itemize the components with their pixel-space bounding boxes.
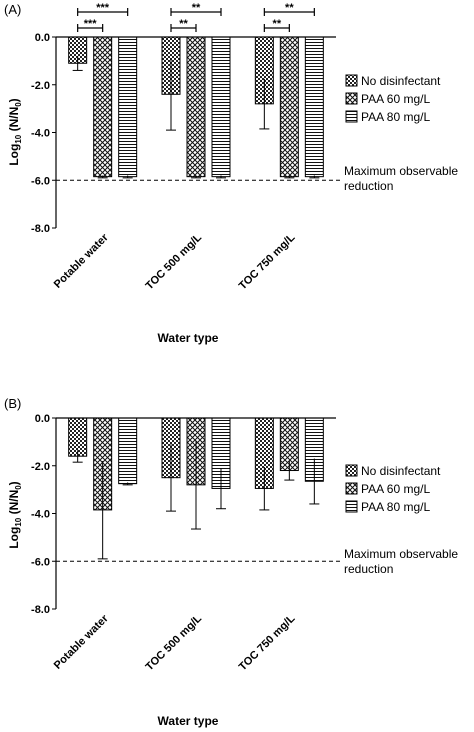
significance-label: ** (285, 2, 294, 14)
x-axis-label: Water type (158, 331, 219, 345)
legend-label: No disinfectant (361, 464, 441, 478)
x-tick-label: TOC 500 mg/L (143, 231, 204, 292)
reference-line-label: Maximum observable (344, 164, 458, 178)
bar-paa-80-mg-l-potable-water (118, 36, 138, 178)
bar-paa-80-mg-l-toc-750-mg-l (304, 36, 324, 178)
y-tick-label: -2.0 (31, 461, 50, 473)
panel-label: (A) (4, 2, 21, 17)
legend-label: No disinfectant (361, 74, 441, 88)
legend-swatch-no-disinfectant (345, 464, 358, 477)
legend: No disinfectant PAA 60 mg/L PAA 80 mg/L (345, 464, 441, 514)
bar-paa-60-mg-l-toc-750-mg-l (279, 36, 299, 178)
legend-label: PAA 60 mg/L (361, 482, 430, 496)
significance-label: ** (273, 18, 282, 30)
legend-label: PAA 60 mg/L (361, 92, 430, 106)
significance-label: *** (84, 18, 98, 30)
legend-swatch-paa-60 (345, 92, 358, 105)
reference-line-label: reduction (344, 562, 393, 576)
y-tick-label: 0.0 (35, 32, 50, 44)
panel-a: (A) Log10 (N/N0) Water type No disinfect… (4, 2, 458, 345)
x-axis-label: Water type (158, 714, 219, 728)
legend-swatch-paa-80 (345, 500, 358, 513)
legend-swatch-no-disinfectant (345, 74, 358, 87)
y-tick-label: 0.0 (35, 413, 50, 425)
y-tick-label: -4.0 (31, 509, 50, 521)
bar-paa-60-mg-l-potable-water (93, 36, 113, 178)
panel-b: (B) Log10 (N/N0) Water type No disinfect… (4, 396, 458, 728)
x-tick-label: TOC 750 mg/L (237, 231, 298, 292)
reference-line-label: Maximum observable (344, 547, 458, 561)
x-tick-label: TOC 750 mg/L (237, 612, 298, 673)
y-tick-label: -2.0 (31, 80, 50, 92)
y-tick-label: -6.0 (31, 175, 50, 187)
y-tick-label: -4.0 (31, 128, 50, 140)
y-tick-label: -8.0 (31, 604, 50, 616)
y-axis-label: Log10 (N/N0) (7, 98, 23, 165)
bar-paa-80-mg-l-potable-water (118, 417, 138, 485)
legend-swatch-paa-60 (345, 482, 358, 495)
bar-paa-80-mg-l-toc-500-mg-l (211, 36, 231, 178)
y-tick-label: -8.0 (31, 223, 50, 235)
legend-label: PAA 80 mg/L (361, 110, 430, 124)
y-tick-label: -6.0 (31, 556, 50, 568)
panel-label: (B) (4, 396, 21, 411)
reference-line-label: reduction (344, 179, 393, 193)
legend: No disinfectant PAA 60 mg/L PAA 80 mg/L (345, 74, 441, 124)
significance-label: ** (192, 2, 201, 14)
x-tick-label: Potable water (52, 612, 112, 672)
significance-label: ** (179, 18, 188, 30)
x-tick-label: Potable water (52, 231, 112, 291)
y-axis-label: Log10 (N/N0) (7, 481, 23, 548)
bar-paa-60-mg-l-toc-500-mg-l (186, 36, 206, 178)
x-tick-label: TOC 500 mg/L (143, 612, 204, 673)
legend-swatch-paa-80 (345, 110, 358, 123)
significance-label: *** (96, 2, 110, 14)
legend-label: PAA 80 mg/L (361, 500, 430, 514)
